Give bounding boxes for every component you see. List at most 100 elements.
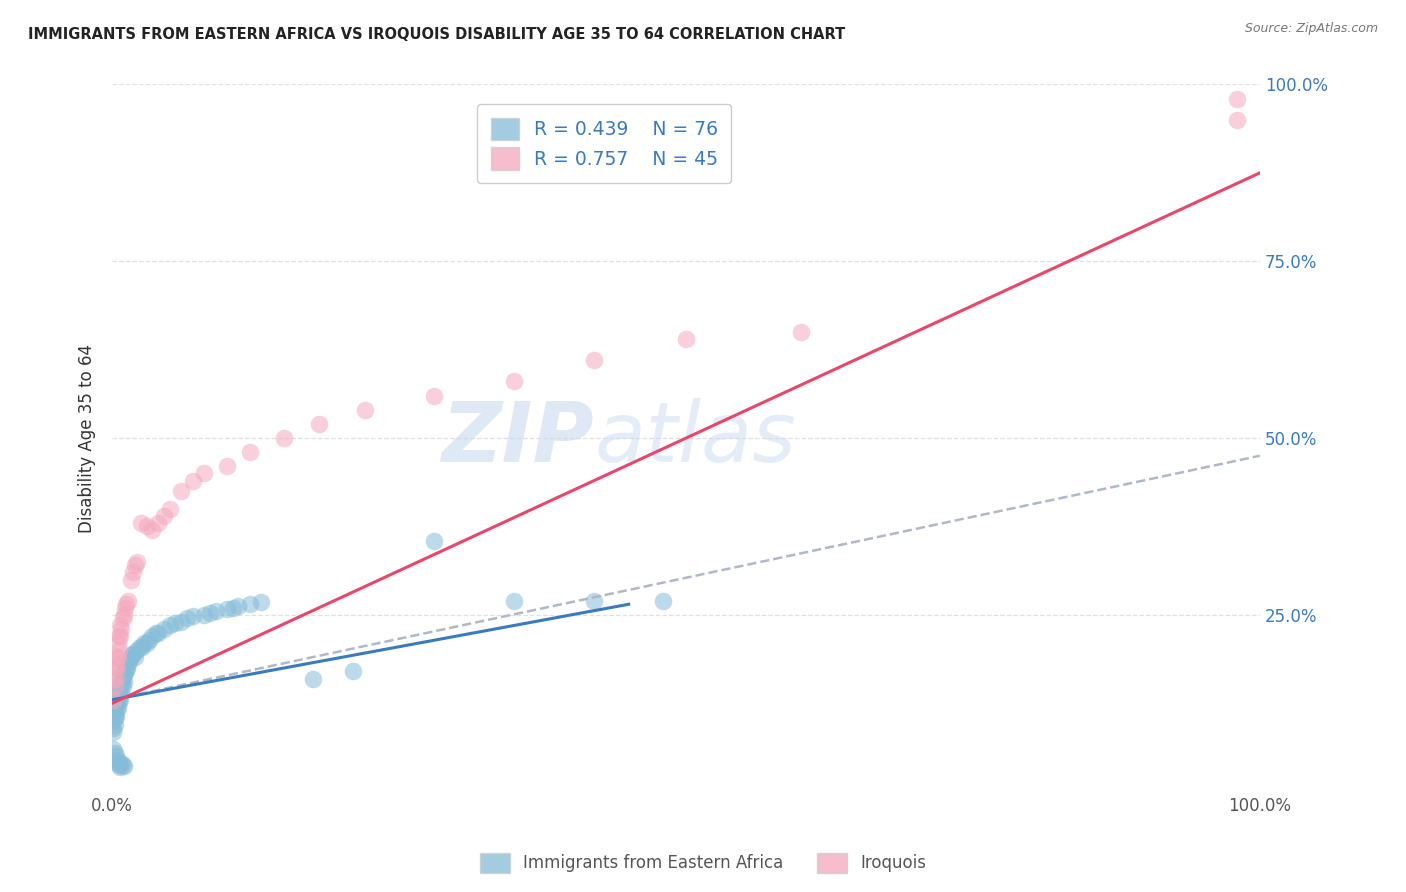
Point xyxy=(117,593,139,607)
Point xyxy=(108,757,131,772)
Point xyxy=(153,622,176,636)
Point xyxy=(170,615,193,629)
Point xyxy=(105,692,128,706)
Point xyxy=(215,602,238,616)
Point xyxy=(181,609,204,624)
Point xyxy=(675,332,697,346)
Point xyxy=(273,431,295,445)
Point xyxy=(107,756,129,771)
Point xyxy=(353,402,375,417)
Point xyxy=(198,607,221,621)
Point xyxy=(204,604,226,618)
Point xyxy=(111,672,134,686)
Point xyxy=(124,558,146,573)
Point xyxy=(153,508,176,523)
Point xyxy=(308,417,330,431)
Point xyxy=(127,643,149,657)
Text: ZIP: ZIP xyxy=(441,398,595,479)
Point xyxy=(115,665,138,679)
Point xyxy=(111,679,134,693)
Point xyxy=(342,665,364,679)
Point xyxy=(302,672,325,686)
Point xyxy=(115,661,138,675)
Point xyxy=(110,682,132,697)
Legend: Immigrants from Eastern Africa, Iroquois: Immigrants from Eastern Africa, Iroquois xyxy=(474,847,932,880)
Point xyxy=(107,686,129,700)
Point xyxy=(228,599,250,614)
Point xyxy=(131,640,153,654)
Point xyxy=(103,706,125,721)
Point xyxy=(193,467,215,481)
Point xyxy=(124,650,146,665)
Text: atlas: atlas xyxy=(595,398,796,479)
Point xyxy=(790,325,813,339)
Point xyxy=(146,516,169,530)
Point xyxy=(105,703,128,717)
Point xyxy=(105,696,128,710)
Point xyxy=(105,661,128,675)
Point xyxy=(146,625,169,640)
Point xyxy=(215,459,238,474)
Point xyxy=(122,647,145,661)
Point xyxy=(110,686,132,700)
Point xyxy=(114,665,136,679)
Point xyxy=(108,629,131,643)
Point xyxy=(107,650,129,665)
Point xyxy=(422,533,444,548)
Point xyxy=(104,749,127,764)
Point xyxy=(112,759,135,773)
Point xyxy=(103,710,125,724)
Point xyxy=(1226,112,1249,127)
Point xyxy=(103,746,125,760)
Point xyxy=(127,555,149,569)
Point xyxy=(159,618,181,632)
Point xyxy=(145,625,167,640)
Point xyxy=(117,657,139,672)
Point xyxy=(165,616,187,631)
Point xyxy=(652,593,675,607)
Point xyxy=(112,668,135,682)
Point xyxy=(159,501,181,516)
Point xyxy=(107,699,129,714)
Point xyxy=(141,629,163,643)
Point xyxy=(103,692,125,706)
Point xyxy=(108,692,131,706)
Point xyxy=(134,636,156,650)
Point xyxy=(135,636,157,650)
Point xyxy=(104,710,127,724)
Point xyxy=(193,607,215,622)
Point xyxy=(138,632,160,647)
Point xyxy=(110,756,132,771)
Point xyxy=(118,654,141,668)
Point xyxy=(103,717,125,731)
Point xyxy=(120,573,142,587)
Legend: R = 0.439    N = 76, R = 0.757    N = 45: R = 0.439 N = 76, R = 0.757 N = 45 xyxy=(478,104,731,183)
Point xyxy=(104,672,127,686)
Y-axis label: Disability Age 35 to 64: Disability Age 35 to 64 xyxy=(79,343,96,533)
Point xyxy=(105,650,128,665)
Point xyxy=(503,375,526,389)
Point xyxy=(107,636,129,650)
Point xyxy=(110,760,132,774)
Point xyxy=(503,593,526,607)
Point xyxy=(1226,92,1249,106)
Point xyxy=(110,679,132,693)
Point xyxy=(121,647,143,661)
Point xyxy=(103,699,125,714)
Point xyxy=(104,692,127,706)
Point xyxy=(114,600,136,615)
Point xyxy=(105,753,128,767)
Point xyxy=(583,353,606,368)
Point xyxy=(250,595,273,609)
Point xyxy=(111,757,134,772)
Point xyxy=(103,672,125,686)
Point xyxy=(108,686,131,700)
Point xyxy=(110,692,132,706)
Point xyxy=(115,597,138,611)
Point xyxy=(110,622,132,636)
Point xyxy=(129,516,152,530)
Point xyxy=(422,389,444,403)
Point xyxy=(104,686,127,700)
Point xyxy=(103,714,125,728)
Point xyxy=(110,675,132,690)
